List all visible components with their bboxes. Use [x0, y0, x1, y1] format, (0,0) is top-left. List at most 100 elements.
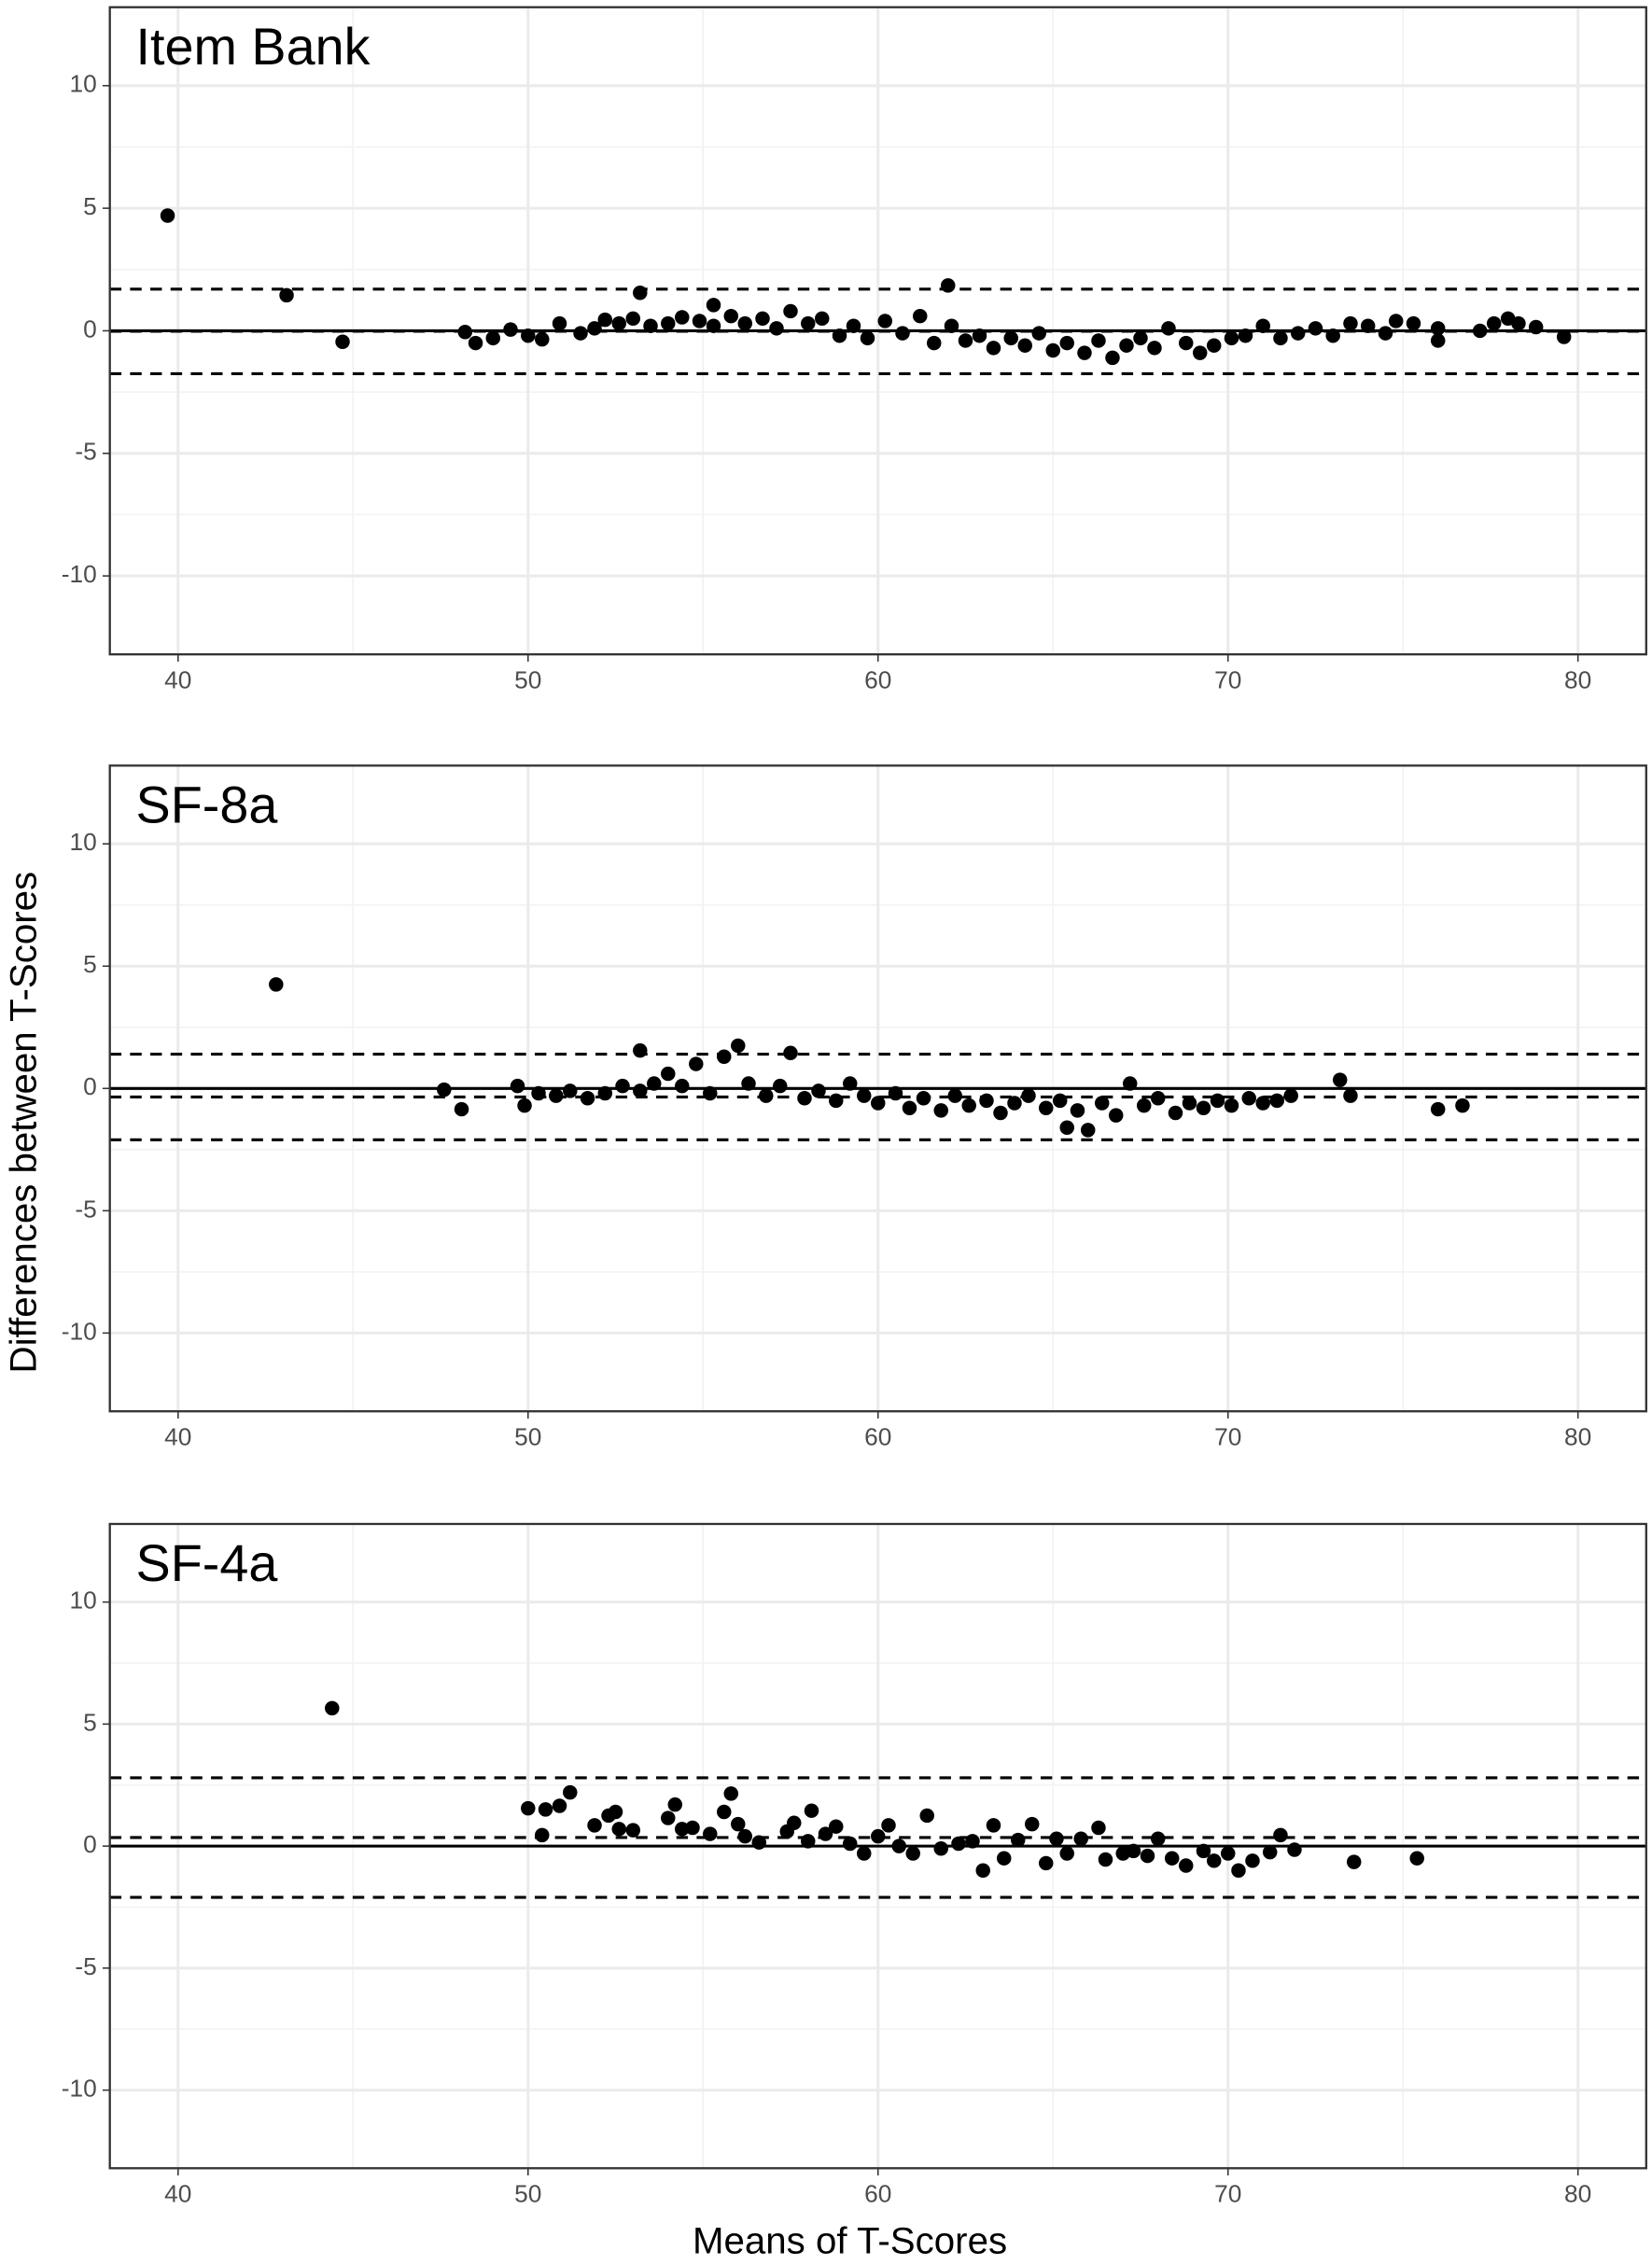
point: [801, 315, 816, 331]
point: [913, 308, 928, 324]
point: [1052, 1093, 1068, 1109]
point: [563, 1784, 578, 1800]
point: [944, 318, 959, 333]
point: [905, 1846, 920, 1861]
point: [1178, 335, 1194, 351]
point: [160, 208, 175, 223]
point: [1196, 1100, 1211, 1115]
x-tick-label: 70: [1214, 666, 1241, 694]
panel-border: [108, 6, 1647, 656]
point: [587, 1818, 602, 1833]
point: [1472, 323, 1488, 339]
point: [1455, 1098, 1470, 1113]
point: [597, 1085, 613, 1101]
point: [1556, 329, 1572, 344]
point: [832, 328, 847, 343]
point: [563, 1084, 578, 1098]
y-tick-label: -10: [62, 560, 97, 588]
point: [1360, 318, 1376, 333]
point: [1343, 315, 1358, 331]
point: [1059, 335, 1074, 351]
point: [843, 1836, 858, 1852]
point: [916, 1091, 931, 1106]
x-tick-label: 50: [514, 1423, 541, 1451]
point: [269, 977, 284, 992]
point: [611, 315, 627, 331]
point: [703, 1826, 718, 1841]
point: [759, 1088, 774, 1103]
point: [510, 1078, 525, 1094]
point: [1119, 338, 1134, 353]
point: [1528, 319, 1544, 335]
point: [1206, 338, 1222, 353]
point: [1325, 328, 1340, 343]
y-tick-label: 10: [69, 1587, 96, 1615]
point: [1332, 1072, 1348, 1087]
x-tick-label: 70: [1214, 2180, 1241, 2208]
point: [877, 314, 892, 329]
point: [1273, 330, 1288, 346]
point: [1126, 1843, 1141, 1859]
point: [1430, 321, 1446, 336]
point: [1150, 1091, 1166, 1106]
point: [675, 1078, 690, 1094]
point: [1308, 321, 1323, 336]
y-tick-label: -5: [75, 438, 96, 466]
point: [580, 1091, 595, 1106]
point: [1147, 341, 1162, 356]
point: [940, 278, 956, 293]
point: [1010, 1832, 1026, 1848]
point: [737, 315, 753, 331]
point: [1150, 1831, 1166, 1847]
point: [1273, 1827, 1288, 1843]
point: [1409, 1851, 1424, 1866]
point: [647, 1076, 662, 1091]
point: [521, 1800, 536, 1816]
point: [552, 1798, 567, 1813]
point: [1136, 1098, 1152, 1113]
point: [661, 1811, 676, 1825]
point: [1430, 333, 1446, 348]
point: [1430, 1101, 1446, 1117]
point: [996, 1851, 1012, 1866]
point: [1094, 1096, 1110, 1111]
point: [755, 311, 770, 327]
point: [454, 1101, 469, 1117]
point: [797, 1091, 812, 1106]
point: [1003, 330, 1018, 346]
point: [661, 315, 676, 331]
point: [1161, 321, 1176, 336]
x-tick-label: 80: [1564, 666, 1591, 694]
point: [1224, 1098, 1239, 1113]
point: [692, 314, 707, 329]
point: [829, 1093, 844, 1109]
x-tick-label: 80: [1564, 2180, 1591, 2208]
point: [1140, 1848, 1155, 1864]
point: [538, 1802, 553, 1817]
point: [723, 308, 739, 324]
x-tick-label: 60: [864, 2180, 891, 2208]
point: [531, 1085, 546, 1101]
y-tick-label: -5: [75, 1952, 96, 1980]
y-tick-label: -5: [75, 1195, 96, 1223]
x-tick-label: 80: [1564, 1423, 1591, 1451]
point: [279, 287, 294, 303]
y-tick-label: 10: [69, 828, 96, 856]
point: [787, 1815, 802, 1831]
point: [958, 333, 973, 348]
point: [625, 1823, 641, 1838]
point: [1196, 1843, 1211, 1859]
y-tick-label: 5: [83, 192, 97, 220]
point: [801, 1834, 816, 1849]
point: [933, 1841, 948, 1856]
point: [965, 1834, 980, 1849]
point: [1511, 315, 1526, 331]
point: [723, 1786, 739, 1801]
point: [895, 326, 910, 341]
point: [1077, 345, 1092, 360]
point: [1283, 1088, 1298, 1103]
y-tick-label: 0: [83, 315, 97, 343]
